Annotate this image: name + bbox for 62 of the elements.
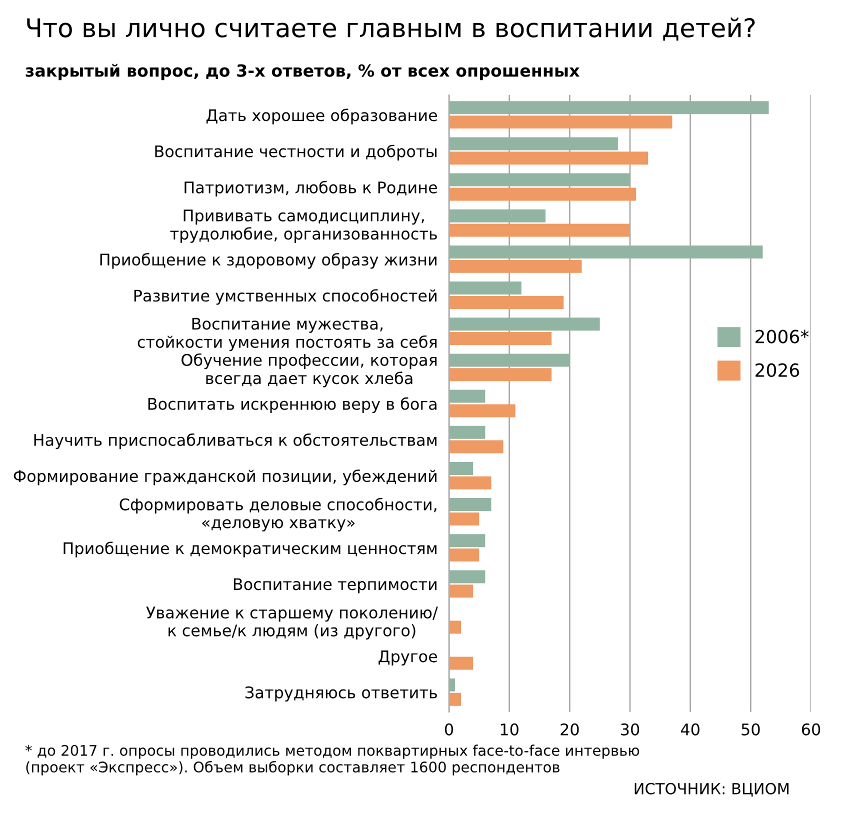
y-tick-label: Воспитать искреннюю веру в бога — [148, 397, 436, 414]
bar — [449, 188, 636, 201]
bar — [449, 462, 474, 475]
bar — [449, 224, 630, 237]
bar — [449, 282, 522, 295]
x-tick-label: 0 — [444, 723, 454, 736]
bar — [449, 296, 564, 309]
bar — [449, 476, 492, 490]
legend-label: 2006* — [756, 330, 809, 344]
x-tick-label: 30 — [621, 723, 640, 736]
legend-label: 2026 — [756, 363, 800, 377]
y-tick-label: Уважение к старшему поколению/ к семье/к людям (из другого) — [146, 606, 438, 640]
bar — [449, 548, 480, 562]
bar — [449, 209, 546, 222]
y-tick-label: Приобщение к демократическим ценностям — [64, 542, 436, 558]
bar — [449, 245, 763, 258]
bar — [449, 318, 600, 331]
bar — [449, 440, 504, 454]
bar — [449, 173, 630, 186]
x-tick-label: 40 — [680, 723, 700, 736]
y-tick-label: Воспитание мужества, стойкости умения постоять за себя — [138, 318, 437, 352]
y-tick-label: Дать хорошее образование — [206, 108, 438, 124]
chart-title: Что вы лично считаете главным в воспитании детей? — [27, 18, 755, 41]
bar — [449, 152, 648, 165]
bar — [449, 584, 474, 598]
bar — [449, 332, 552, 346]
bar — [449, 137, 618, 150]
bar — [449, 692, 462, 706]
bar — [449, 678, 456, 692]
bar — [449, 390, 486, 403]
y-tick-label: Воспитание честности и доброты — [155, 144, 436, 160]
bar — [449, 620, 462, 634]
y-tick-label: Развитие умственных способностей — [134, 289, 436, 305]
y-tick-label: Формирование гражданской позиции, убеждений — [14, 469, 436, 486]
x-tick-label: 50 — [742, 723, 760, 736]
bar — [449, 404, 516, 418]
x-tick-label: 20 — [560, 723, 579, 736]
text: * до 2017 г. опросы проводились методом поквартирных face-to-face интервью (проект «Экспресс»). Объем выборки составляет 1600 респондентов — [25, 744, 640, 776]
x-tick-label: 10 — [500, 723, 518, 736]
bar — [449, 498, 492, 512]
text: закрытый вопрос, до 3-х ответов, % от всех опрошенных — [26, 64, 580, 80]
bar — [449, 101, 769, 114]
y-tick-label: Научить приспосабливаться к обстоятельствам — [34, 433, 436, 450]
y-tick-label: Сформировать деловые способности, «деловую хватку» — [120, 498, 436, 532]
bar — [449, 534, 486, 548]
y-tick-label: Прививать самодисциплину, трудолюбие, организованность — [170, 210, 437, 243]
bar — [449, 512, 480, 526]
bar — [449, 570, 486, 584]
bar — [449, 426, 486, 439]
y-tick-label: Обучение профессии, которая всегда дает кусок хлеба — [182, 353, 437, 388]
y-tick-label: Приобщение к здоровому образу жизни — [100, 252, 436, 269]
x-tick-label: 60 — [802, 723, 820, 736]
text: ИСТОЧНИК: ВЦИОМ — [634, 782, 788, 797]
y-tick-label: Другое — [378, 650, 438, 666]
y-tick-label: Воспитание терпимости — [234, 578, 436, 594]
bar — [449, 656, 474, 670]
y-tick-label: Патриотизм, любовь к Родине — [184, 180, 438, 197]
bar — [449, 116, 672, 129]
bar — [449, 368, 552, 382]
y-tick-label: Затрудняюсь ответить — [245, 686, 437, 702]
bar — [449, 260, 582, 273]
bar — [449, 354, 570, 367]
